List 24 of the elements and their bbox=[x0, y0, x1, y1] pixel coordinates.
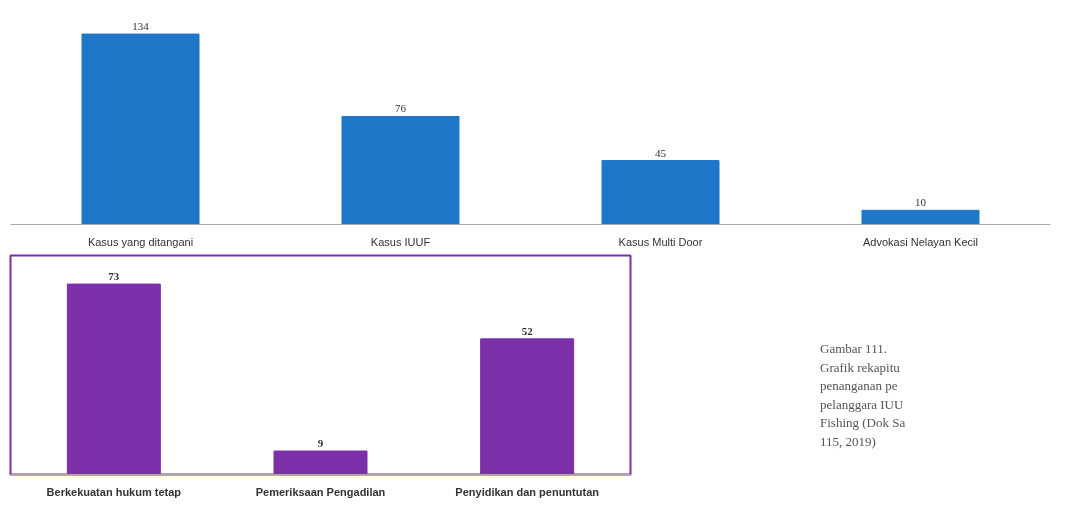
bar bbox=[601, 160, 720, 225]
text: pelanggara IUU bbox=[820, 396, 904, 412]
text: Gambar 111. bbox=[820, 341, 887, 356]
x-tick-label: Kasus Multi Door bbox=[618, 235, 703, 248]
data-label: 45 bbox=[655, 146, 667, 159]
bar bbox=[81, 33, 200, 225]
data-label: 10 bbox=[915, 196, 927, 209]
data-label: 134 bbox=[132, 20, 150, 33]
data-label: 73 bbox=[108, 270, 120, 283]
x-tick-label: Penyidikan dan penuntutan bbox=[455, 485, 600, 498]
x-tick-label: Pemeriksaan Pengadilan bbox=[255, 485, 386, 498]
data-label: 76 bbox=[395, 102, 407, 115]
text: Fishing (Dok Sa bbox=[820, 415, 906, 431]
data-label: 9 bbox=[317, 437, 324, 450]
bar bbox=[861, 209, 980, 225]
bar bbox=[341, 115, 460, 225]
x-tick-label: Kasus IUUF bbox=[370, 235, 431, 248]
text: 115, 2019) bbox=[820, 433, 876, 449]
text: penanganan pe bbox=[820, 378, 898, 394]
text: Grafik rekapitu bbox=[820, 359, 900, 375]
data-label: 52 bbox=[521, 324, 534, 337]
x-tick-label: Berkekuatan hukum tetap bbox=[46, 485, 182, 498]
x-tick-label: Advokasi Nelayan Kecil bbox=[863, 235, 978, 248]
x-tick-label: Kasus yang ditangani bbox=[87, 235, 194, 248]
